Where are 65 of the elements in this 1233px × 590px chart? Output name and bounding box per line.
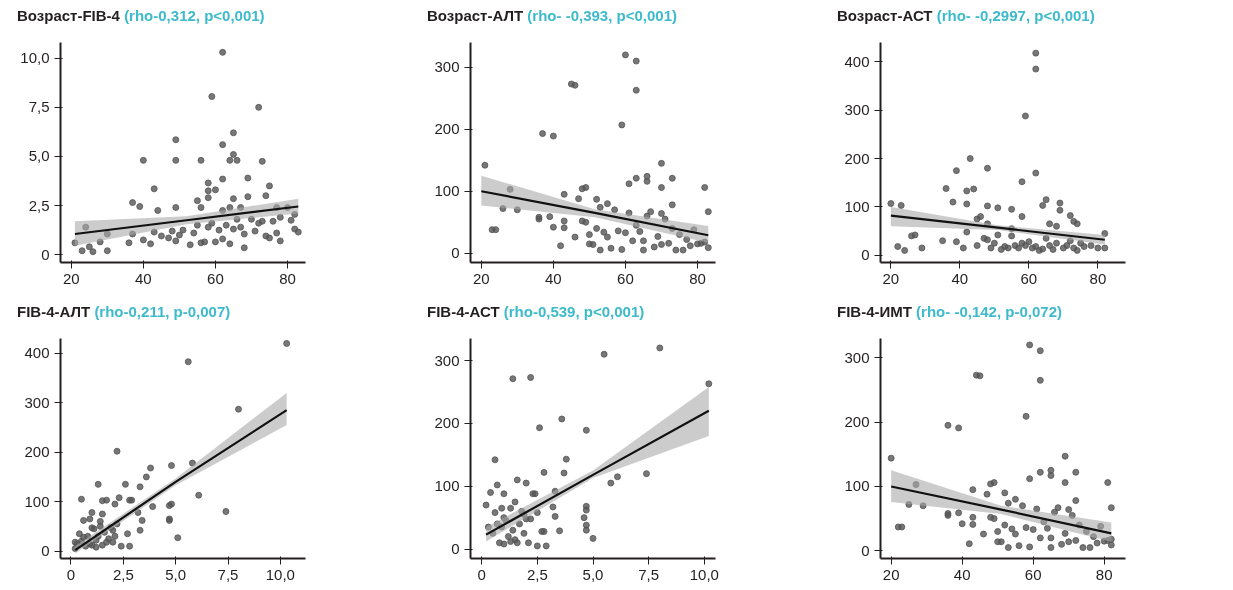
chart-title: Возраст-FIB-4 (17, 7, 120, 24)
y-tick-label: 10,0 (20, 49, 50, 67)
y-tick-label: 0 (861, 541, 870, 559)
y-tick-label: 100 (844, 477, 870, 495)
x-tick-label: 60 (1020, 269, 1038, 287)
x-tick-label: 80 (279, 269, 296, 287)
x-tick-label: 60 (1024, 565, 1042, 583)
x-tick-label: 40 (545, 269, 562, 287)
y-tick-label: 100 (844, 197, 870, 215)
x-tick-label: 2,5 (112, 565, 134, 583)
x-tick-label: 80 (1089, 269, 1107, 287)
y-tick-label: 300 (844, 101, 870, 119)
x-tick-label: 40 (951, 269, 969, 287)
x-tick-label: 5,0 (582, 565, 604, 583)
y-tick-label: 200 (434, 120, 460, 138)
y-tick-label: 0 (451, 244, 460, 262)
y-tick-label: 200 (844, 413, 870, 431)
x-tick-label: 7,5 (217, 565, 239, 583)
chart-subtitle: (rho- -0,142, p-0,072) (916, 303, 1062, 320)
y-tick-label: 0 (861, 246, 870, 264)
chart-title: FIB-4-АСТ (427, 303, 500, 320)
y-tick-label: 7,5 (28, 98, 50, 116)
x-tick-label: 60 (207, 269, 224, 287)
y-tick-label: 2,5 (28, 196, 50, 214)
y-tick-label: 100 (434, 477, 460, 495)
x-tick-label: 20 (882, 565, 900, 583)
x-tick-label: 10,0 (689, 565, 719, 583)
y-tick-label: 0 (41, 245, 50, 263)
y-tick-label: 0 (41, 542, 50, 560)
chart-subtitle: (rho-0,211, p-0,007) (94, 303, 231, 320)
x-tick-label: 2,5 (526, 565, 548, 583)
y-tick-label: 100 (434, 182, 460, 200)
x-tick-label: 7,5 (638, 565, 660, 583)
x-tick-label: 40 (135, 269, 152, 287)
x-tick-label: 0 (477, 565, 486, 583)
x-tick-label: 20 (62, 269, 80, 287)
y-tick-label: 300 (844, 348, 870, 366)
x-tick-label: 20 (472, 269, 490, 287)
chart-subtitle: (rho- -0,2997, p<0,001) (936, 7, 1095, 24)
y-tick-label: 200 (844, 149, 870, 167)
chart-title: FIB-4-АЛТ (17, 303, 91, 320)
x-tick-label: 5,0 (165, 565, 187, 583)
y-tick-label: 0 (451, 540, 460, 558)
chart-subtitle: (rho-0,312, p<0,001) (124, 7, 265, 24)
x-tick-label: 80 (1095, 565, 1113, 583)
x-tick-label: 20 (882, 269, 900, 287)
chart-title: FIB-4-ИМТ (837, 303, 912, 320)
y-tick-label: 300 (434, 58, 460, 76)
x-tick-label: 0 (66, 565, 76, 583)
y-tick-label: 5,0 (28, 147, 50, 165)
x-tick-label: 40 (953, 565, 971, 583)
chart-title: Возраст-АЛТ (427, 7, 524, 24)
chart-title: Возраст-АСТ (837, 7, 933, 24)
x-tick-label: 80 (689, 269, 706, 287)
y-tick-label: 200 (434, 414, 460, 432)
y-tick-label: 100 (24, 492, 50, 510)
x-tick-label: 10,0 (265, 565, 295, 583)
y-tick-label: 200 (24, 443, 50, 461)
y-tick-label: 400 (24, 344, 50, 362)
chart-subtitle: (rho-0,539, p<0,001) (503, 303, 645, 320)
x-tick-label: 60 (617, 269, 634, 287)
chart-subtitle: (rho- -0,393, p<0,001) (527, 7, 677, 24)
y-tick-label: 400 (844, 52, 870, 70)
y-tick-label: 300 (24, 393, 50, 411)
y-tick-label: 300 (434, 351, 460, 369)
